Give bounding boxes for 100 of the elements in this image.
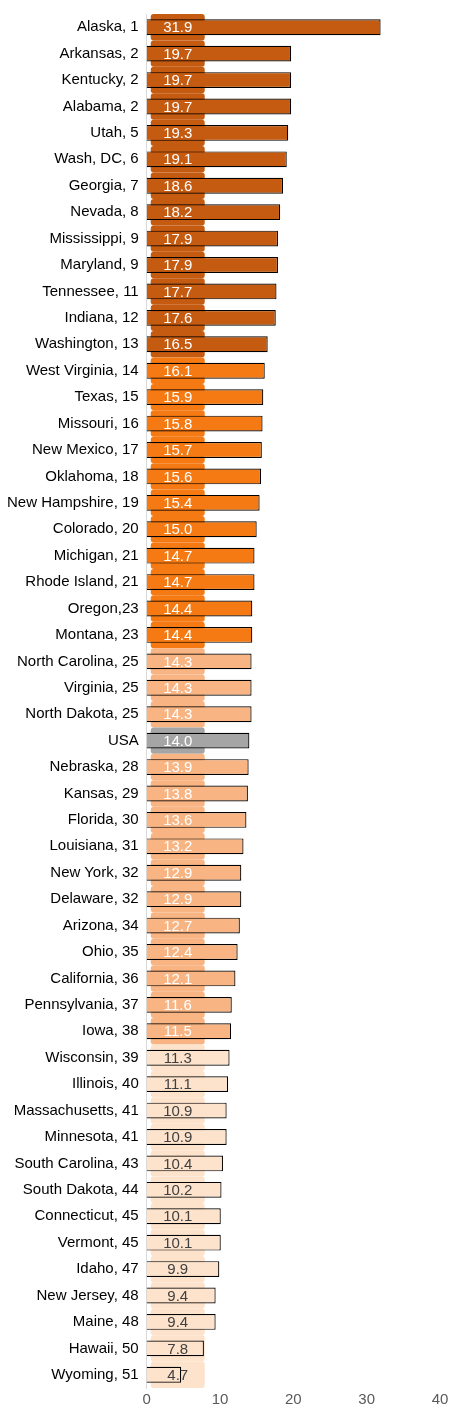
- data-label: 15.9: [163, 388, 193, 406]
- data-label: 11.1: [163, 1075, 192, 1093]
- data-label: 12.9: [163, 890, 193, 908]
- y-tick-label: West Virginia, 14: [25, 360, 139, 378]
- data-label: 10.9: [163, 1128, 193, 1146]
- y-tick-label: Virginia, 25: [63, 677, 139, 695]
- data-label: 14.3: [163, 705, 193, 723]
- data-label: 12.1: [163, 969, 193, 987]
- data-label: 17.9: [163, 256, 193, 274]
- y-tick-label: Arizona, 34: [62, 915, 139, 933]
- data-label: 12.4: [163, 943, 193, 961]
- y-tick-label: Connecticut, 45: [34, 1206, 139, 1224]
- data-label: 19.1: [163, 150, 193, 168]
- data-label: 10.9: [163, 1101, 193, 1119]
- y-tick-label: Wash, DC, 6: [54, 149, 139, 167]
- data-label: 15.0: [163, 520, 193, 538]
- y-tick-label: Florida, 30: [67, 810, 139, 828]
- data-label: 13.2: [163, 837, 193, 855]
- y-tick-label: Maine, 48: [72, 1312, 139, 1330]
- data-label: 9.9: [167, 1260, 189, 1278]
- data-label: 19.7: [163, 44, 193, 62]
- data-label: 14.4: [163, 599, 193, 617]
- y-tick-label: Oklahoma, 18: [45, 466, 139, 484]
- data-label: 17.9: [163, 229, 193, 247]
- x-tick-label: 40: [431, 1390, 449, 1408]
- y-tick-label: North Carolina, 25: [16, 651, 139, 669]
- y-tick-label: Pennsylvania, 37: [24, 995, 139, 1013]
- y-tick-label: Rhode Island, 21: [25, 572, 139, 590]
- y-tick-label: Colorado, 20: [52, 519, 139, 537]
- data-label: 15.4: [163, 493, 193, 511]
- y-tick-label: Wyoming, 51: [51, 1364, 139, 1382]
- y-tick-label: New Mexico, 17: [32, 440, 139, 458]
- data-label: 10.2: [163, 1180, 193, 1198]
- y-tick-label: New York, 32: [50, 862, 139, 880]
- y-tick-label: South Dakota, 44: [22, 1179, 139, 1197]
- y-tick-label: Michigan, 21: [53, 545, 139, 563]
- y-tick-label: New Hampshire, 19: [7, 492, 139, 510]
- data-label: 17.6: [163, 309, 193, 327]
- y-tick-label: Wisconsin, 39: [45, 1047, 139, 1065]
- data-label: 10.1: [163, 1233, 193, 1251]
- y-tick-label: Arkansas, 2: [59, 43, 139, 61]
- y-tick-label: Alaska, 1: [77, 17, 139, 35]
- y-tick-label: Georgia, 7: [68, 175, 139, 193]
- y-tick-label: Alabama, 2: [62, 96, 139, 114]
- x-tick-label: 10: [211, 1390, 229, 1408]
- y-tick-label: Indiana, 12: [64, 308, 139, 326]
- data-label: 13.8: [163, 784, 193, 802]
- y-tick-label: Illinois, 40: [72, 1074, 139, 1092]
- y-tick-label: Tennessee, 11: [42, 281, 139, 299]
- data-label: 14.7: [163, 546, 193, 564]
- y-tick-label: Utah, 5: [90, 123, 139, 141]
- data-label: 14.0: [163, 731, 193, 749]
- data-label: 16.1: [163, 361, 193, 379]
- data-label: 14.4: [163, 626, 193, 644]
- y-tick-label: Massachusetts, 41: [13, 1100, 139, 1118]
- y-tick-label: South Carolina, 43: [14, 1153, 139, 1171]
- data-label: 19.3: [163, 124, 193, 142]
- y-tick-label: USA: [107, 730, 139, 748]
- y-tick-label: Missouri, 16: [57, 413, 139, 431]
- data-label: 15.8: [163, 414, 193, 432]
- y-tick-label: Louisiana, 31: [49, 836, 139, 854]
- data-label: 13.9: [163, 758, 193, 776]
- data-label: 16.5: [163, 335, 193, 353]
- y-tick-label: Minnesota, 41: [44, 1127, 139, 1145]
- data-label: 9.4: [167, 1313, 189, 1331]
- data-label: 13.6: [163, 811, 193, 829]
- y-tick-label: New Jersey, 48: [36, 1285, 139, 1303]
- y-tick-label: Maryland, 9: [60, 255, 139, 273]
- x-tick-label: 20: [285, 1390, 302, 1408]
- y-tick-label: Ohio, 35: [82, 942, 139, 960]
- y-tick-label: Nebraska, 28: [49, 757, 139, 775]
- y-tick-label: Texas, 15: [74, 387, 139, 405]
- data-label: 11.6: [163, 996, 192, 1014]
- data-label: 10.4: [163, 1154, 193, 1172]
- y-tick-label: Hawaii, 50: [68, 1338, 139, 1356]
- data-label: 14.3: [163, 652, 193, 670]
- y-tick-label: Oregon,23: [67, 598, 139, 616]
- x-tick-label: 0: [142, 1390, 151, 1408]
- data-label: 9.4: [167, 1286, 189, 1304]
- y-tick-label: Iowa, 38: [82, 1021, 139, 1039]
- data-label: 18.2: [163, 203, 193, 221]
- data-label: 14.7: [163, 573, 193, 591]
- y-tick-label: Kentucky, 2: [61, 70, 139, 88]
- y-tick-label: Idaho, 47: [76, 1259, 139, 1277]
- data-label: 11.3: [163, 1048, 192, 1066]
- data-label: 19.7: [163, 97, 193, 115]
- y-tick-label: Delaware, 32: [50, 889, 139, 907]
- data-label: 31.9: [163, 18, 193, 36]
- data-label: 11.5: [163, 1022, 192, 1040]
- data-label: 15.6: [163, 467, 193, 485]
- y-tick-label: North Dakota, 25: [25, 704, 139, 722]
- data-label: 12.7: [163, 916, 193, 934]
- data-label: 12.9: [163, 863, 193, 881]
- y-tick-label: Vermont, 45: [57, 1232, 139, 1250]
- y-tick-label: Kansas, 29: [63, 783, 139, 801]
- data-label: 10.1: [163, 1207, 193, 1225]
- x-tick-label: 30: [358, 1390, 376, 1408]
- y-tick-label: Washington, 13: [35, 334, 139, 352]
- data-label: 19.7: [163, 71, 193, 89]
- data-label: 18.6: [163, 176, 193, 194]
